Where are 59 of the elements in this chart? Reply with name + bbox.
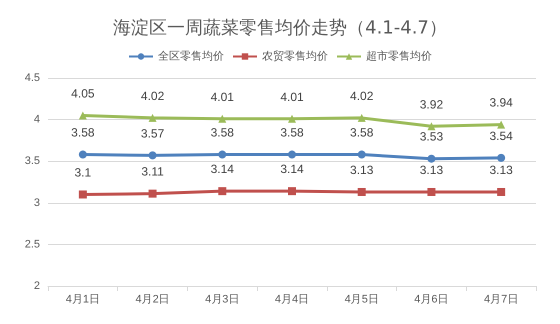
point: [288, 114, 296, 123]
data-label: 3.14: [280, 162, 304, 176]
data-label: 4.01: [280, 90, 304, 104]
point: [497, 154, 506, 162]
point: [78, 111, 87, 120]
legend-label: 超市零售均价: [366, 50, 432, 62]
point: [288, 150, 296, 159]
y-tick-label: 2.5: [24, 238, 40, 250]
x-tick-label: 4月3日: [205, 294, 240, 306]
data-label: 3.58: [210, 126, 234, 140]
data-label: 3.54: [489, 128, 514, 143]
data-label: 3.13: [350, 162, 374, 177]
point: [427, 188, 436, 196]
data-label: 4.02: [350, 88, 374, 103]
point: [78, 190, 87, 198]
point: [218, 187, 226, 196]
data-label: 3.11: [141, 164, 164, 179]
x-tick-label: 4月6日: [414, 294, 449, 306]
y-tick-label: 4.5: [24, 72, 40, 84]
point: [148, 151, 157, 160]
point: [427, 154, 436, 163]
legend-label: 全区零售均价: [158, 50, 224, 62]
x-tick-label: 4月1日: [66, 294, 100, 306]
x-tick-label: 4月5日: [344, 294, 379, 306]
data-label: 3.57: [140, 126, 165, 140]
data-label: 3.94: [489, 96, 514, 110]
point: [288, 187, 296, 196]
point: [218, 114, 226, 123]
data-label: 3.58: [350, 126, 374, 140]
data-label: 3.13: [420, 162, 444, 177]
point: [358, 150, 366, 159]
data-label: 3.58: [280, 126, 304, 140]
data-label: 4.01: [210, 90, 234, 104]
point: [148, 190, 157, 198]
point: [497, 120, 506, 129]
data-label: 4.02: [140, 88, 165, 103]
x-tick-label: 4月2日: [135, 294, 170, 306]
y-tick-label: 2: [34, 280, 40, 292]
data-label: 3.13: [489, 162, 514, 177]
data-label: 3.53: [420, 130, 444, 144]
data-label: 3.14: [210, 162, 234, 176]
data-label: 3.58: [71, 126, 95, 140]
y-tick-label: 3.5: [24, 155, 40, 168]
point: [497, 188, 506, 196]
point: [358, 114, 366, 122]
point: [358, 188, 366, 196]
data-label: 3.92: [420, 97, 444, 112]
legend-label: 农贸零售均价: [262, 50, 328, 62]
point: [148, 114, 157, 122]
data-label: 3.1: [74, 165, 92, 180]
y-tick-label: 3: [34, 196, 40, 209]
point: [78, 150, 87, 159]
x-tick-label: 4月4日: [274, 294, 310, 306]
point: [427, 122, 436, 130]
y-tick-label: 4: [34, 114, 40, 126]
point: [218, 150, 226, 159]
x-tick-label: 4月7日: [484, 294, 518, 306]
data-label: 4.05: [71, 86, 95, 100]
chart-title: 海淀区一周蔬菜零售均价走势（4.1-4.7）: [113, 18, 447, 38]
